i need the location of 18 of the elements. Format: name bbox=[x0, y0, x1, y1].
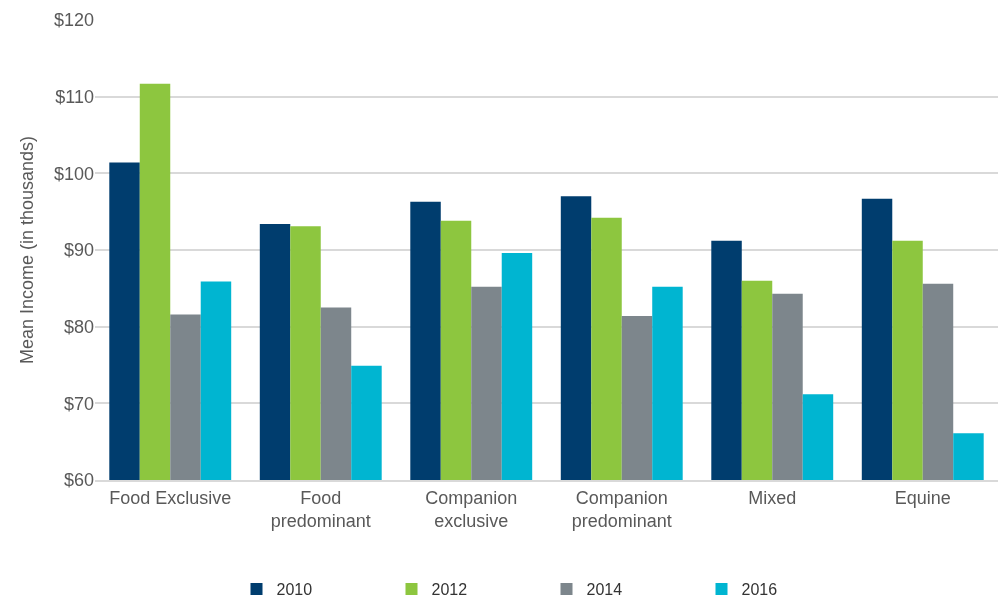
x-tick-label: Equine bbox=[894, 487, 951, 508]
legend-label: 2010 bbox=[276, 581, 313, 599]
y-tick-label: $110 bbox=[55, 86, 94, 107]
y-tick-label: $70 bbox=[63, 393, 94, 414]
legend-label: 2014 bbox=[586, 581, 623, 599]
y-tick-label: $80 bbox=[63, 316, 94, 337]
y-tick-label: $100 bbox=[53, 163, 94, 184]
x-tick-label: Food predominant bbox=[270, 487, 371, 531]
y-axis-title: Mean Income (in thousands) bbox=[17, 135, 38, 365]
x-tick-label: Companion exclusive bbox=[425, 487, 518, 531]
legend-label: 2016 bbox=[741, 581, 778, 599]
y-tick-label: $60 bbox=[63, 470, 94, 491]
x-tick-label: Mixed bbox=[748, 487, 797, 508]
y-tick-label: $90 bbox=[63, 240, 94, 261]
x-tick-label: Food Exclusive bbox=[109, 487, 232, 508]
x-tick-label: Companion predominant bbox=[571, 487, 672, 531]
legend-label: 2012 bbox=[431, 581, 468, 599]
y-tick-label: $120 bbox=[53, 10, 94, 31]
